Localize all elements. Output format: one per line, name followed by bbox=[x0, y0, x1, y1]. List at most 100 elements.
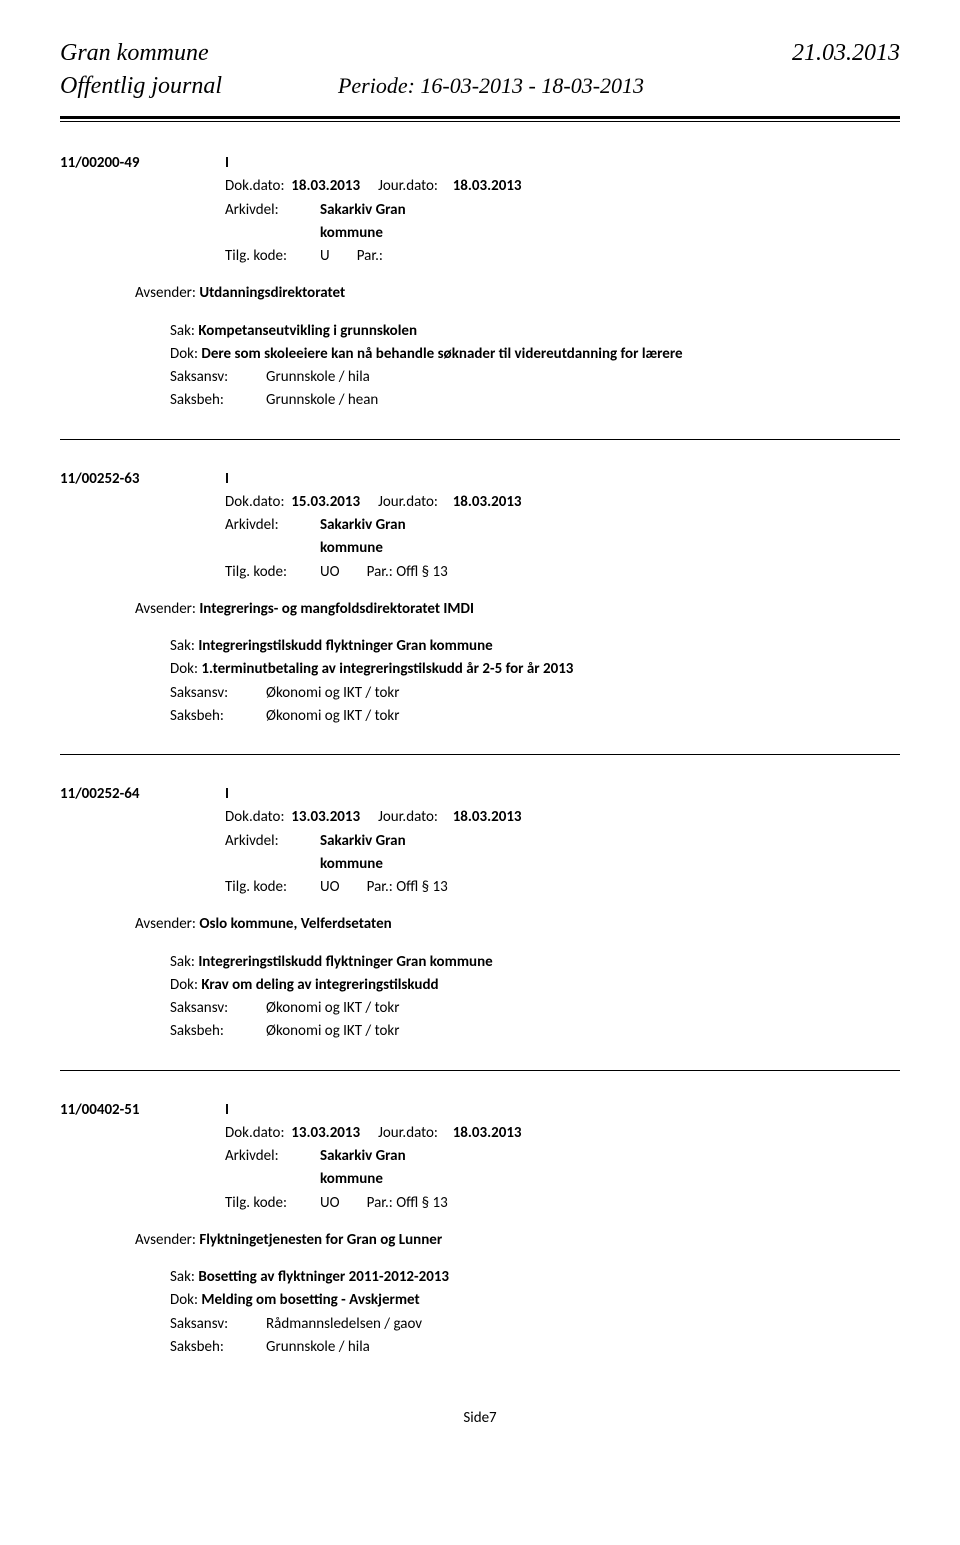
tilg-kode-value: UO Par.: Offl § 13 bbox=[320, 876, 448, 899]
case-id: 11/00252-64 bbox=[60, 783, 225, 806]
entry-separator bbox=[60, 754, 900, 755]
arkivdel-row: Arkivdel: Sakarkiv Gran bbox=[60, 199, 900, 222]
arkivdel-label: Arkivdel: bbox=[225, 830, 320, 853]
dok-dato-value: 18.03.2013 bbox=[284, 175, 360, 198]
dok-dato-value: 15.03.2013 bbox=[284, 491, 360, 514]
tilg-kode-label: Tilg. kode: bbox=[225, 245, 320, 268]
period-text: Periode: 16-03-2013 - 18-03-2013 bbox=[82, 73, 900, 99]
case-id: 11/00402-51 bbox=[60, 1099, 225, 1122]
avsender-line: Avsender: Oslo kommune, Velferdsetaten bbox=[135, 913, 900, 936]
page-header: Gran kommune 21.03.2013 Offentlig journa… bbox=[60, 40, 900, 122]
saksansv-line: Saksansv:Økonomi og IKT / tokr bbox=[170, 997, 900, 1020]
dok-dato-row: Dok.dato: 15.03.2013 Jour.dato: 18.03.20… bbox=[60, 491, 900, 514]
arkivdel-value: Sakarkiv Gran bbox=[320, 199, 406, 222]
dok-line: Dok: Dere som skoleeiere kan nå behandle… bbox=[170, 343, 900, 366]
arkivdel-value: Sakarkiv Gran bbox=[320, 514, 406, 537]
jour-dato: Jour.dato: 18.03.2013 bbox=[378, 491, 521, 514]
sak-block: Sak: Integreringstilskudd flyktninger Gr… bbox=[60, 635, 900, 728]
tilg-kode-row: Tilg. kode: U Par.: bbox=[60, 245, 900, 268]
tilg-kode-value: UO Par.: Offl § 13 bbox=[320, 1192, 448, 1215]
tilg-kode-row: Tilg. kode: UO Par.: Offl § 13 bbox=[60, 1192, 900, 1215]
entries-container: 11/00200-49 I Dok.dato: 18.03.2013 Jour.… bbox=[60, 152, 900, 1359]
header-rule-thick bbox=[60, 116, 900, 119]
dok-dato-row: Dok.dato: 18.03.2013 Jour.dato: 18.03.20… bbox=[60, 175, 900, 198]
avsender-block: Avsender: Flyktningetjenesten for Gran o… bbox=[60, 1229, 900, 1252]
saksbeh-line: Saksbeh:Grunnskole / hila bbox=[170, 1336, 900, 1359]
journal-entry: 11/00402-51 I Dok.dato: 13.03.2013 Jour.… bbox=[60, 1099, 900, 1360]
case-id-row: 11/00252-64 I bbox=[60, 783, 900, 806]
tilg-kode-row: Tilg. kode: UO Par.: Offl § 13 bbox=[60, 876, 900, 899]
dok-dato-value: 13.03.2013 bbox=[284, 806, 360, 829]
dok-dato-row: Dok.dato: 13.03.2013 Jour.dato: 18.03.20… bbox=[60, 806, 900, 829]
journal-entry: 11/00252-63 I Dok.dato: 15.03.2013 Jour.… bbox=[60, 468, 900, 756]
tilg-kode-label: Tilg. kode: bbox=[225, 561, 320, 584]
sak-line: Sak: Bosetting av flyktninger 2011-2012-… bbox=[170, 1266, 900, 1289]
sak-block: Sak: Kompetanseutvikling i grunnskolen D… bbox=[60, 320, 900, 413]
saksbeh-line: Saksbeh:Grunnskole / hean bbox=[170, 389, 900, 412]
arkivdel-row2: kommune bbox=[60, 853, 900, 876]
saksansv-line: Saksansv:Økonomi og IKT / tokr bbox=[170, 682, 900, 705]
dok-line: Dok: Krav om deling av integreringstilsk… bbox=[170, 974, 900, 997]
arkivdel-label: Arkivdel: bbox=[225, 1145, 320, 1168]
avsender-line: Avsender: Utdanningsdirektoratet bbox=[135, 282, 900, 305]
dok-line: Dok: 1.terminutbetaling av integreringst… bbox=[170, 658, 900, 681]
dok-dato-row: Dok.dato: 13.03.2013 Jour.dato: 18.03.20… bbox=[60, 1122, 900, 1145]
sak-block: Sak: Integreringstilskudd flyktninger Gr… bbox=[60, 951, 900, 1044]
tilg-kode-row: Tilg. kode: UO Par.: Offl § 13 bbox=[60, 561, 900, 584]
arkivdel-row2: kommune bbox=[60, 537, 900, 560]
dok-dato-label: Dok.dato: bbox=[225, 806, 284, 829]
arkivdel-label: Arkivdel: bbox=[225, 514, 320, 537]
arkivdel-value: Sakarkiv Gran bbox=[320, 830, 406, 853]
arkivdel-value2: kommune bbox=[320, 853, 383, 876]
dok-line: Dok: Melding om bosetting - Avskjermet bbox=[170, 1289, 900, 1312]
header-date: 21.03.2013 bbox=[792, 40, 900, 67]
saksbeh-line: Saksbeh:Økonomi og IKT / tokr bbox=[170, 1020, 900, 1043]
arkivdel-value: Sakarkiv Gran bbox=[320, 1145, 406, 1168]
case-id: 11/00252-63 bbox=[60, 468, 225, 491]
tilg-kode-label: Tilg. kode: bbox=[225, 876, 320, 899]
arkivdel-value2: kommune bbox=[320, 222, 383, 245]
sak-line: Sak: Kompetanseutvikling i grunnskolen bbox=[170, 320, 900, 343]
dok-dato-label: Dok.dato: bbox=[225, 175, 284, 198]
org-name: Gran kommune bbox=[60, 40, 209, 67]
case-id-row: 11/00252-63 I bbox=[60, 468, 900, 491]
journal-entry: 11/00252-64 I Dok.dato: 13.03.2013 Jour.… bbox=[60, 783, 900, 1071]
arkivdel-row: Arkivdel: Sakarkiv Gran bbox=[60, 514, 900, 537]
tilg-kode-value: U Par.: bbox=[320, 245, 383, 268]
entry-separator bbox=[60, 1070, 900, 1071]
tilg-kode-label: Tilg. kode: bbox=[225, 1192, 320, 1215]
header-mid-row: Offentlig journal Periode: 16-03-2013 - … bbox=[60, 73, 900, 100]
avsender-block: Avsender: Integrerings- og mangfoldsdire… bbox=[60, 598, 900, 621]
avsender-line: Avsender: Flyktningetjenesten for Gran o… bbox=[135, 1229, 900, 1252]
entry-separator bbox=[60, 439, 900, 440]
avsender-line: Avsender: Integrerings- og mangfoldsdire… bbox=[135, 598, 900, 621]
jour-dato: Jour.dato: 18.03.2013 bbox=[378, 806, 521, 829]
journal-entry: 11/00200-49 I Dok.dato: 18.03.2013 Jour.… bbox=[60, 152, 900, 440]
arkivdel-row2: kommune bbox=[60, 222, 900, 245]
saksansv-line: Saksansv:Rådmannsledelsen / gaov bbox=[170, 1313, 900, 1336]
case-id-row: 11/00200-49 I bbox=[60, 152, 900, 175]
case-type: I bbox=[225, 152, 245, 175]
arkivdel-row: Arkivdel: Sakarkiv Gran bbox=[60, 830, 900, 853]
dok-dato-label: Dok.dato: bbox=[225, 491, 284, 514]
page-number: Side7 bbox=[60, 1409, 900, 1427]
header-top-row: Gran kommune 21.03.2013 bbox=[60, 40, 900, 67]
jour-dato: Jour.dato: 18.03.2013 bbox=[378, 175, 521, 198]
case-id: 11/00200-49 bbox=[60, 152, 225, 175]
case-id-row: 11/00402-51 I bbox=[60, 1099, 900, 1122]
saksbeh-line: Saksbeh:Økonomi og IKT / tokr bbox=[170, 705, 900, 728]
arkivdel-value2: kommune bbox=[320, 537, 383, 560]
dok-dato-label: Dok.dato: bbox=[225, 1122, 284, 1145]
saksansv-line: Saksansv:Grunnskole / hila bbox=[170, 366, 900, 389]
arkivdel-row: Arkivdel: Sakarkiv Gran bbox=[60, 1145, 900, 1168]
header-rule-thin bbox=[60, 121, 900, 122]
arkivdel-value2: kommune bbox=[320, 1168, 383, 1191]
sak-line: Sak: Integreringstilskudd flyktninger Gr… bbox=[170, 951, 900, 974]
dok-dato-value: 13.03.2013 bbox=[284, 1122, 360, 1145]
arkivdel-row2: kommune bbox=[60, 1168, 900, 1191]
case-type: I bbox=[225, 468, 245, 491]
sak-block: Sak: Bosetting av flyktninger 2011-2012-… bbox=[60, 1266, 900, 1359]
arkivdel-label: Arkivdel: bbox=[225, 199, 320, 222]
avsender-block: Avsender: Utdanningsdirektoratet bbox=[60, 282, 900, 305]
case-type: I bbox=[225, 1099, 245, 1122]
